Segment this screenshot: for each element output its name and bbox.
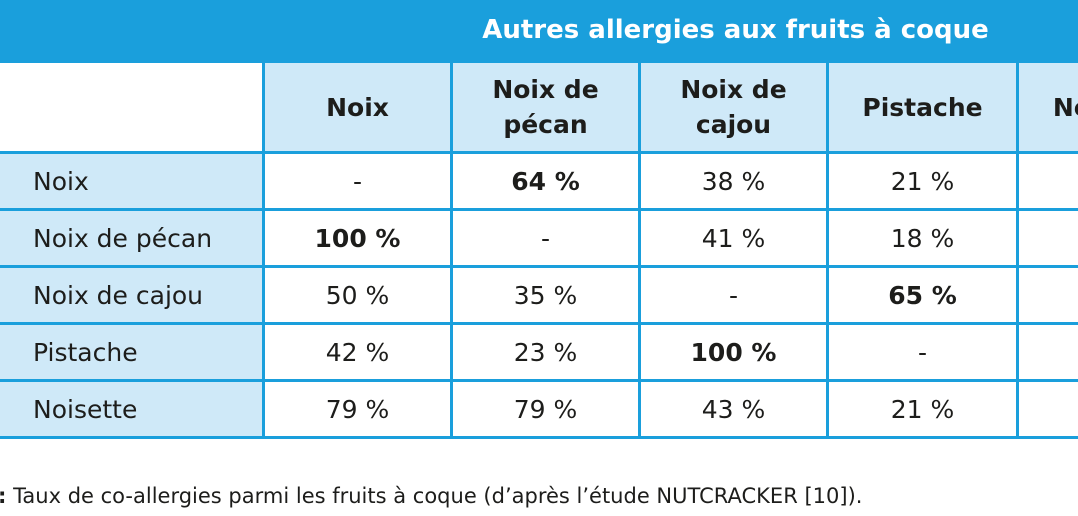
column-header: Pistache (826, 60, 1019, 154)
table-row: Noix de cajou 50 % 35 % -65 % (0, 265, 1078, 325)
table-cell: - (450, 208, 641, 268)
table-cell: 79 % (262, 379, 453, 439)
row-header: Noix (0, 151, 265, 211)
table-cell: 18 % (826, 208, 1019, 268)
table-row: Noisette 79 % 79 % 43 % 21 % (0, 379, 1078, 439)
table-cell: 29 % (1015, 208, 1078, 268)
row-header: Pistache (0, 322, 265, 382)
table-cell: - (262, 151, 453, 211)
row-header: Noisette (0, 379, 265, 439)
row-header: Noix de pécan (0, 208, 265, 268)
table-cell: 23 % (450, 322, 641, 382)
co-allergy-table: Autres allergies aux fruits à coque Noix… (0, 0, 1078, 439)
table-cell (1015, 379, 1078, 439)
table-cell: 29 % (1015, 151, 1078, 211)
column-header: Noisette (1015, 60, 1078, 154)
table-cell: 100 % (262, 208, 453, 268)
column-header: Noix de pécan (450, 60, 641, 154)
table-cell: 42 % (262, 322, 453, 382)
table-cell: 64 % (450, 151, 641, 211)
caption-text: Taux de co-allergies parmi les fruits à … (6, 484, 863, 508)
column-header: Noix (262, 60, 453, 154)
column-header: Noix de cajou (638, 60, 829, 154)
table-cell: 21 % (826, 151, 1019, 211)
table-cell: 65 % (826, 265, 1019, 325)
table-cell: - (826, 322, 1019, 382)
table-cell: 100 % (638, 322, 829, 382)
table-cell: 41 % (638, 208, 829, 268)
banner-blank-cell (0, 0, 265, 63)
table-banner: Autres allergies aux fruits à coque (261, 0, 1078, 63)
table-cell (1015, 265, 1078, 325)
table-cell: 43 % (638, 379, 829, 439)
table-cell: - (638, 265, 829, 325)
table-cell: 79 % (450, 379, 641, 439)
table-cell: 21 % (826, 379, 1019, 439)
table-cell: 50 % (262, 265, 453, 325)
table-row: Noix-64 %38 %21 %29 % (0, 151, 1078, 211)
table-cell: 35 % (450, 265, 641, 325)
table-caption: : Taux de co-allergies parmi les fruits … (0, 484, 862, 508)
table-cell: 38 % (638, 151, 829, 211)
table-cell (1015, 322, 1078, 382)
corner-cell (0, 60, 265, 154)
row-header: Noix de cajou (0, 265, 265, 325)
caption-prefix: : (0, 484, 6, 508)
table-banner-row: Autres allergies aux fruits à coque (0, 0, 1078, 63)
table-row: Pistache 42 % 23 % 100 % - (0, 322, 1078, 382)
